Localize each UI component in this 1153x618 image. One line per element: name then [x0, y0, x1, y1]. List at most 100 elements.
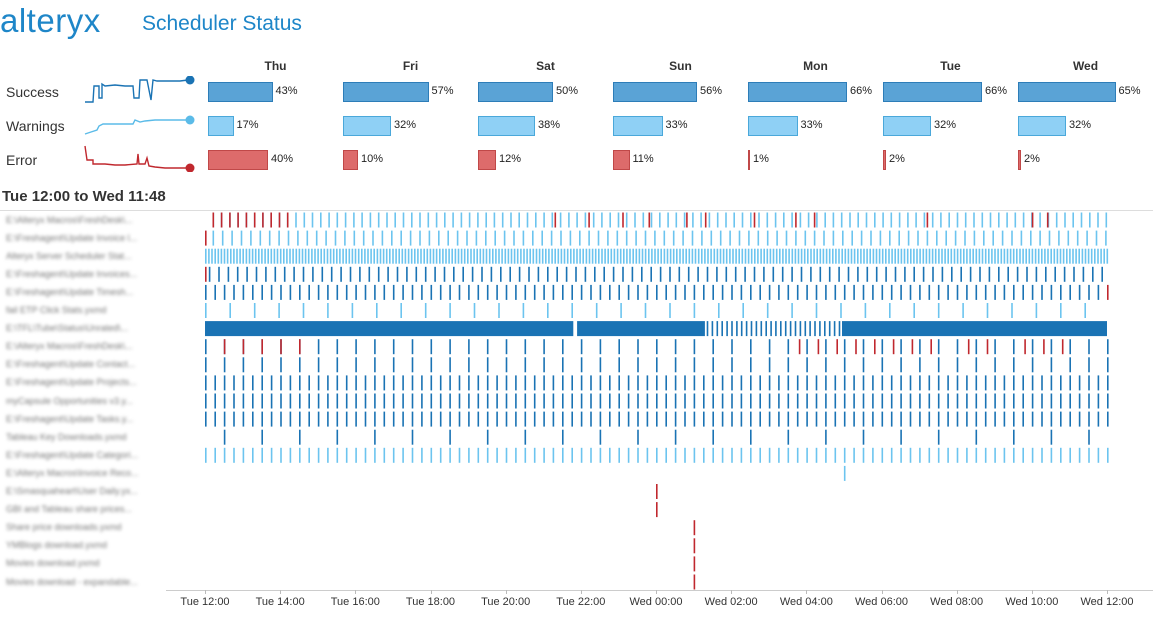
- run-mark-warning[interactable]: [367, 248, 369, 264]
- run-mark-warning[interactable]: [654, 248, 656, 264]
- run-mark-success[interactable]: [336, 284, 339, 300]
- run-mark-warning[interactable]: [791, 248, 794, 264]
- run-mark-warning[interactable]: [972, 248, 974, 264]
- run-mark-success[interactable]: [881, 284, 884, 300]
- run-mark-warning[interactable]: [253, 303, 256, 318]
- run-mark-warning[interactable]: [270, 248, 273, 264]
- summary-bar-error-mon[interactable]: [748, 150, 750, 170]
- run-mark-success[interactable]: [656, 411, 658, 427]
- run-mark-warning[interactable]: [959, 248, 962, 264]
- run-mark-warning[interactable]: [1105, 230, 1107, 246]
- run-mark-warning[interactable]: [937, 303, 940, 318]
- run-mark-warning[interactable]: [825, 248, 828, 264]
- run-mark-warning[interactable]: [205, 248, 207, 264]
- run-mark-success[interactable]: [1007, 266, 1009, 282]
- run-mark-success[interactable]: [862, 411, 865, 427]
- summary-bar-success-mon[interactable]: [748, 82, 847, 102]
- run-mark-warning[interactable]: [501, 248, 503, 264]
- run-mark-success[interactable]: [1107, 375, 1109, 391]
- run-mark-success[interactable]: [571, 284, 573, 300]
- run-mark-warning[interactable]: [719, 230, 722, 246]
- run-mark-warning[interactable]: [945, 230, 947, 246]
- run-mark-success[interactable]: [665, 284, 667, 300]
- run-mark-success[interactable]: [594, 266, 596, 282]
- run-mark-warning[interactable]: [386, 212, 388, 228]
- run-mark-success[interactable]: [740, 375, 743, 391]
- run-mark-success[interactable]: [261, 429, 263, 445]
- run-mark-success[interactable]: [317, 393, 320, 409]
- run-mark-success[interactable]: [825, 357, 827, 373]
- run-mark-warning[interactable]: [598, 248, 600, 264]
- run-mark-success[interactable]: [439, 284, 442, 300]
- run-mark-warning[interactable]: [376, 248, 379, 264]
- run-mark-warning[interactable]: [498, 248, 500, 264]
- run-mark-error[interactable]: [1043, 339, 1045, 355]
- run-mark-warning[interactable]: [909, 447, 912, 463]
- run-mark-error[interactable]: [686, 212, 688, 228]
- run-mark-success[interactable]: [731, 375, 733, 391]
- run-mark-success[interactable]: [843, 393, 846, 409]
- run-mark-warning[interactable]: [973, 230, 976, 246]
- run-mark-warning[interactable]: [1062, 248, 1065, 264]
- run-mark-warning[interactable]: [648, 248, 650, 264]
- run-block-success[interactable]: [205, 321, 574, 337]
- run-mark-warning[interactable]: [417, 248, 419, 264]
- run-mark-warning[interactable]: [435, 248, 438, 264]
- run-mark-success[interactable]: [770, 321, 772, 337]
- run-mark-warning[interactable]: [983, 230, 985, 246]
- run-mark-warning[interactable]: [297, 230, 299, 246]
- summary-bar-warnings-wed[interactable]: [1018, 116, 1066, 136]
- run-mark-warning[interactable]: [759, 447, 761, 463]
- run-mark-warning[interactable]: [428, 230, 431, 246]
- run-mark-error[interactable]: [648, 212, 651, 228]
- run-mark-warning[interactable]: [1050, 248, 1052, 264]
- run-mark-warning[interactable]: [693, 447, 696, 463]
- run-mark-warning[interactable]: [663, 230, 666, 246]
- run-mark-success[interactable]: [1050, 393, 1053, 409]
- run-mark-warning[interactable]: [409, 230, 412, 246]
- run-mark-warning[interactable]: [463, 248, 466, 264]
- run-mark-warning[interactable]: [551, 248, 553, 264]
- run-mark-warning[interactable]: [233, 248, 235, 264]
- run-mark-warning[interactable]: [747, 248, 750, 264]
- run-mark-warning[interactable]: [1016, 248, 1018, 264]
- run-mark-warning[interactable]: [815, 447, 818, 463]
- run-mark-warning[interactable]: [541, 248, 544, 264]
- run-mark-success[interactable]: [853, 393, 855, 409]
- run-mark-success[interactable]: [806, 284, 808, 300]
- run-mark-success[interactable]: [706, 321, 709, 337]
- run-mark-success[interactable]: [843, 284, 846, 300]
- run-mark-success[interactable]: [684, 284, 686, 300]
- run-mark-warning[interactable]: [964, 230, 966, 246]
- run-mark-warning[interactable]: [732, 248, 734, 264]
- run-mark-success[interactable]: [745, 321, 748, 337]
- run-mark-success[interactable]: [364, 411, 367, 427]
- run-mark-warning[interactable]: [1053, 248, 1056, 264]
- run-mark-warning[interactable]: [494, 230, 496, 246]
- run-mark-warning[interactable]: [738, 248, 740, 264]
- run-mark-warning[interactable]: [616, 230, 619, 246]
- run-mark-warning[interactable]: [529, 248, 531, 264]
- run-mark-success[interactable]: [768, 411, 771, 427]
- run-mark-success[interactable]: [900, 357, 902, 373]
- run-mark-success[interactable]: [1013, 375, 1015, 391]
- run-mark-success[interactable]: [1088, 357, 1090, 373]
- run-mark-warning[interactable]: [1031, 447, 1034, 463]
- run-mark-warning[interactable]: [591, 248, 594, 264]
- run-mark-warning[interactable]: [430, 447, 433, 463]
- run-mark-warning[interactable]: [1022, 447, 1024, 463]
- run-mark-warning[interactable]: [928, 248, 931, 264]
- run-mark-success[interactable]: [524, 411, 527, 427]
- run-mark-success[interactable]: [345, 411, 348, 427]
- run-mark-success[interactable]: [919, 393, 921, 409]
- run-mark-warning[interactable]: [889, 230, 891, 246]
- run-mark-warning[interactable]: [1022, 248, 1024, 264]
- run-mark-success[interactable]: [556, 266, 558, 282]
- run-mark-warning[interactable]: [766, 212, 769, 228]
- run-mark-success[interactable]: [1107, 339, 1109, 355]
- run-mark-warning[interactable]: [1013, 447, 1015, 463]
- run-mark-warning[interactable]: [992, 230, 994, 246]
- run-mark-warning[interactable]: [344, 230, 346, 246]
- run-mark-warning[interactable]: [523, 248, 525, 264]
- run-mark-warning[interactable]: [788, 248, 790, 264]
